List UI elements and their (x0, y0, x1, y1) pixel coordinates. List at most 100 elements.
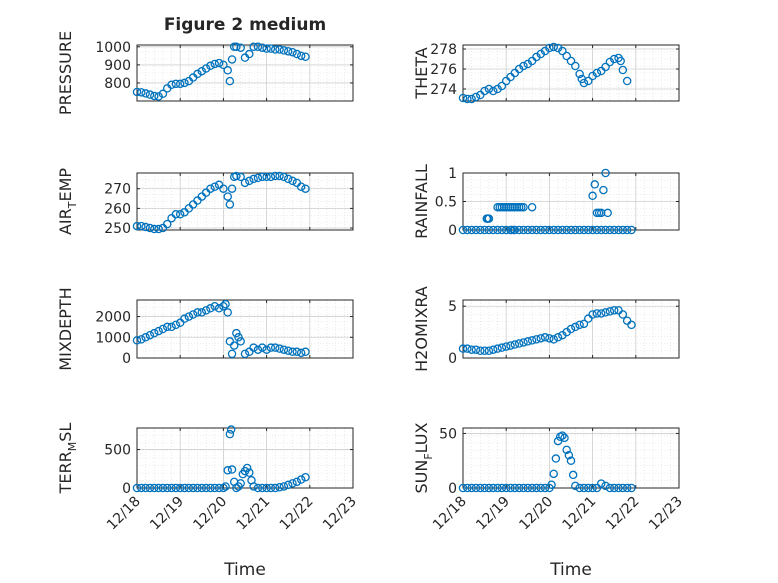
data-point (221, 299, 230, 309)
data-point (283, 346, 293, 355)
data-point (219, 60, 228, 70)
data-point (571, 481, 580, 491)
data-point (488, 483, 498, 493)
data-point (219, 301, 228, 311)
data-point (275, 344, 284, 353)
data-point (137, 221, 146, 231)
axes-box (136, 427, 354, 489)
data-point (609, 225, 619, 235)
data-point (227, 55, 237, 64)
data-point (245, 176, 254, 186)
data-point (292, 477, 302, 487)
data-point (227, 349, 237, 359)
data-point (150, 328, 159, 338)
data-point (141, 89, 150, 98)
data-point (562, 225, 571, 235)
data-point (167, 322, 176, 332)
data-point (279, 345, 289, 354)
figure-title: Figure 2 medium (164, 15, 326, 35)
data-point (463, 483, 472, 493)
data-point (201, 483, 211, 493)
data-point (296, 348, 306, 358)
data-point (171, 320, 181, 330)
data-point (221, 482, 230, 491)
y-tick-label: 5 (448, 299, 457, 315)
data-point (162, 219, 172, 229)
data-point (588, 225, 597, 235)
data-point (471, 225, 481, 235)
data-point (566, 456, 576, 465)
data-point (540, 225, 550, 235)
data-point (588, 191, 597, 201)
axes-box (136, 44, 354, 102)
data-point (223, 308, 232, 317)
y-tick-label: 50 (439, 426, 457, 442)
data-point (141, 483, 150, 493)
y-tick-label: 0.5 (435, 195, 457, 211)
data-point (137, 88, 146, 97)
data-point (501, 342, 511, 351)
data-point (158, 483, 168, 493)
data-point (467, 94, 476, 104)
y-tick-label: 1 (448, 166, 457, 182)
y-tick-label: 2000 (95, 310, 131, 326)
data-point (627, 225, 636, 235)
data-point (225, 429, 235, 439)
data-point (132, 221, 142, 231)
data-point (184, 312, 194, 321)
data-point (545, 225, 554, 235)
data-point (150, 224, 159, 234)
data-point (476, 483, 485, 493)
data-point (488, 86, 498, 96)
data-point (283, 174, 293, 184)
data-point (618, 225, 628, 235)
y-tick-label: 0 (122, 351, 131, 367)
data-point (592, 225, 602, 235)
data-point (575, 320, 584, 330)
data-point (283, 480, 293, 490)
data-point (262, 345, 271, 354)
data-point (532, 483, 541, 493)
data-point (292, 347, 302, 357)
data-point (232, 42, 241, 52)
x-axis-label: Time (223, 560, 266, 580)
data-point (154, 92, 163, 101)
y-tick-label: 276 (430, 62, 457, 78)
data-point (575, 69, 584, 79)
data-point (523, 483, 533, 493)
data-point (210, 182, 220, 192)
data-point (197, 308, 207, 317)
data-point (553, 436, 563, 446)
axes-box (136, 172, 354, 231)
data-point (551, 454, 561, 463)
data-point (536, 483, 546, 493)
data-point (253, 42, 263, 52)
data-point (571, 225, 580, 235)
data-point (162, 483, 172, 493)
data-point (575, 225, 584, 235)
data-point (562, 51, 571, 61)
data-point (547, 480, 556, 489)
data-point (549, 469, 558, 479)
data-point (545, 334, 554, 343)
data-point (506, 483, 515, 493)
data-point (601, 308, 610, 317)
data-point (206, 61, 215, 71)
data-point (219, 184, 228, 193)
data-point (242, 463, 252, 473)
y-tick-label: 900 (104, 58, 131, 74)
data-point (288, 347, 297, 357)
y-tick-label: 1000 (95, 40, 131, 56)
data-point (258, 172, 267, 182)
data-point (575, 483, 584, 493)
data-point (484, 483, 494, 493)
y-axis-label: H2OMIXRA (412, 286, 431, 372)
data-point (484, 84, 494, 94)
data-point (249, 42, 258, 52)
data-point (497, 225, 507, 235)
data-point (488, 345, 498, 354)
data-point (566, 324, 576, 334)
data-point (596, 208, 606, 218)
data-point (584, 225, 593, 235)
